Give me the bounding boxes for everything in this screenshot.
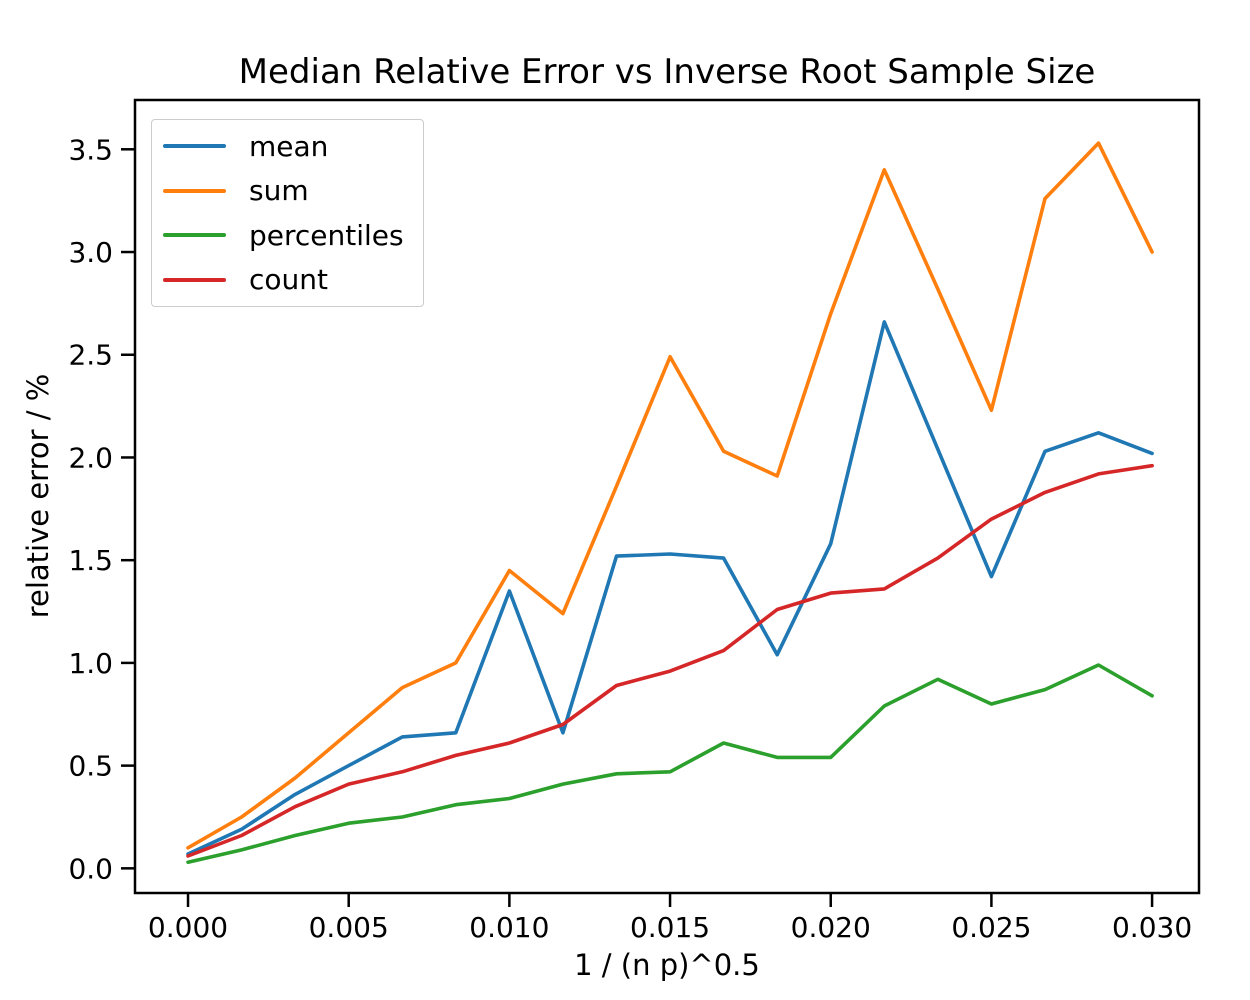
legend-label: count xyxy=(249,263,328,297)
legend-item-percentiles: percentiles xyxy=(152,213,423,257)
x-tick-label: 0.000 xyxy=(148,911,228,944)
legend-swatch-count xyxy=(163,277,226,282)
x-axis-label: 1 / (n p)^0.5 xyxy=(574,948,760,982)
series-line-mean xyxy=(186,320,1154,856)
legend-item-count: count xyxy=(152,258,423,302)
x-tick-label: 0.015 xyxy=(630,911,710,944)
legend-item-sum: sum xyxy=(152,169,423,213)
legend-swatch-sum xyxy=(163,188,226,193)
legend-label: percentiles xyxy=(249,218,404,252)
legend-label: mean xyxy=(249,129,329,163)
series-line-percentiles xyxy=(186,663,1154,865)
x-tick-label: 0.010 xyxy=(469,911,549,944)
legend-swatch-percentiles xyxy=(163,233,226,238)
legend-label: sum xyxy=(249,174,309,208)
y-tick-label: 2.0 xyxy=(68,441,113,474)
series-line-sum xyxy=(186,141,1154,850)
y-axis-label: relative error / % xyxy=(21,373,55,619)
y-tick-label: 1.5 xyxy=(68,544,113,577)
y-tick-label: 1.0 xyxy=(68,647,113,680)
x-tick-label: 0.025 xyxy=(951,911,1031,944)
chart-legend: mean sum percentiles count xyxy=(151,119,424,307)
x-tick-label: 0.020 xyxy=(791,911,871,944)
x-tick-label: 0.030 xyxy=(1112,911,1192,944)
y-tick-label: 3.0 xyxy=(68,236,113,269)
y-tick-label: 0.5 xyxy=(68,750,113,783)
y-tick-label: 2.5 xyxy=(68,339,113,372)
series-line-count xyxy=(186,463,1154,858)
y-tick-label: 3.5 xyxy=(68,133,113,166)
chart-title: Median Relative Error vs Inverse Root Sa… xyxy=(238,52,1096,92)
legend-swatch-mean xyxy=(163,144,226,149)
legend-item-mean: mean xyxy=(152,124,423,168)
y-tick-label: 0.0 xyxy=(68,852,113,885)
x-tick-label: 0.005 xyxy=(309,911,389,944)
